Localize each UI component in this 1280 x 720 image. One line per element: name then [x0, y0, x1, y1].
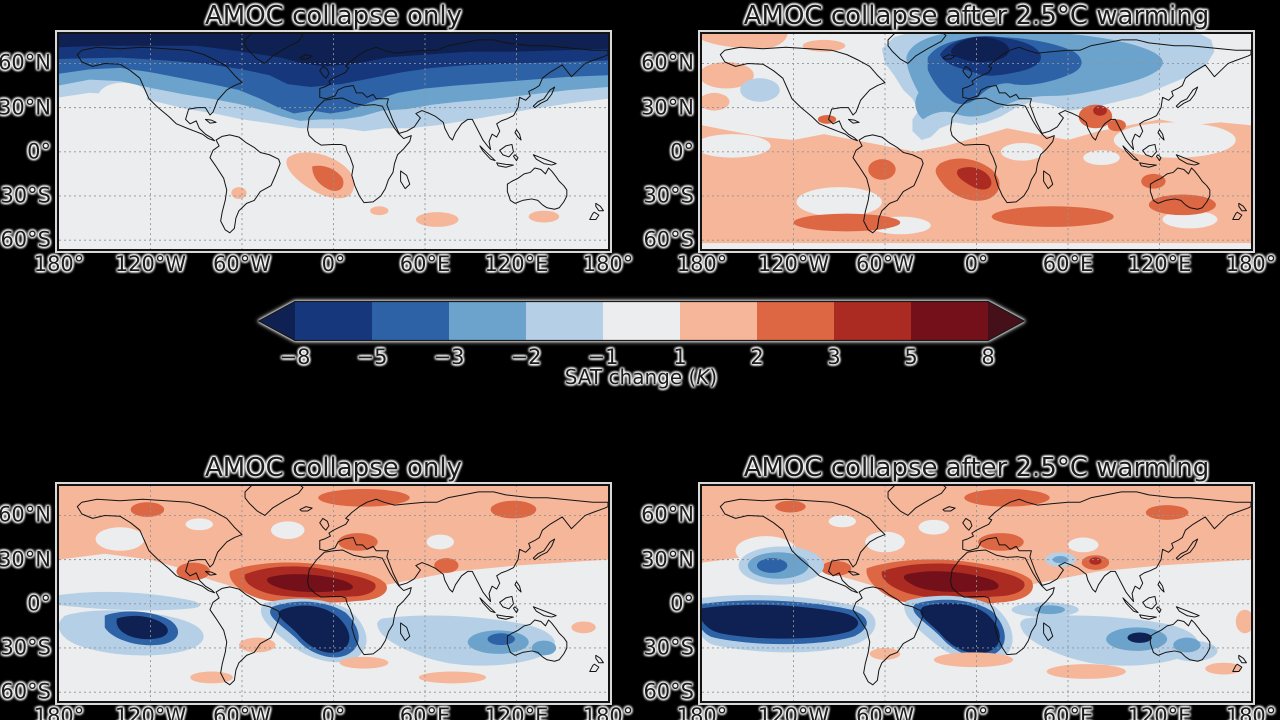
anomaly-map-sat-collapse-after-warming	[702, 34, 1251, 249]
colorbar-tick-label: 3	[827, 345, 841, 369]
y-tick-label: 60°N	[641, 502, 694, 527]
x-tick-label: 60°E	[399, 704, 451, 720]
x-tick-label: 60°W	[212, 252, 271, 276]
colorbar-tick-label: −5	[356, 345, 388, 369]
x-tick-label: 60°E	[1042, 252, 1094, 276]
x-tick-label: 120°W	[114, 704, 187, 720]
x-tick-label: 180°	[582, 704, 634, 720]
y-tick-label: 30°S	[0, 183, 51, 208]
anomaly-field	[702, 486, 1251, 679]
x-tick-label: 120°E	[1127, 252, 1192, 276]
x-tick-label: 0°	[321, 252, 346, 276]
panel-sat-collapse-after-warming: AMOC collapse after 2.5°C warming	[641, 1, 1276, 275]
x-tick-label: 60°E	[1042, 704, 1094, 720]
map-plot-area: 60°N 30°N 0° 30°S 60°S 180° 120°W 60°W 0° 60°E 12…	[641, 484, 1276, 720]
x-tick-label: 120°W	[757, 252, 830, 276]
x-tick-label: 180°	[33, 252, 85, 276]
anomaly-map-sat-collapse-only	[59, 34, 608, 249]
x-tick-label: 180°	[1225, 252, 1277, 276]
colorbar-tick-label: −2	[510, 345, 542, 369]
y-tick-label: 60°N	[641, 50, 694, 75]
colorbar-tick-label: 8	[981, 345, 995, 369]
y-tick-label: 30°N	[0, 95, 51, 120]
colorbar-axis-label: SAT change (K)	[564, 365, 718, 389]
y-tick-label: 60°S	[0, 679, 51, 704]
colorbar-tick-label: 1	[673, 345, 687, 369]
x-tick-label: 60°W	[855, 704, 914, 720]
y-tick-label: 30°S	[0, 635, 51, 660]
panel-title: AMOC collapse after 2.5°C warming	[743, 1, 1210, 31]
y-tick-label: 0°	[27, 139, 51, 164]
panel-title: AMOC collapse after 2.5°C warming	[743, 453, 1210, 483]
anomaly-field	[702, 34, 1251, 244]
anomaly-map-lower-collapse-only	[59, 486, 608, 701]
y-tick-label: 30°N	[0, 547, 51, 572]
x-tick-label: 120°E	[484, 252, 549, 276]
x-tick-label: 180°	[1225, 704, 1277, 720]
x-tick-label: 0°	[964, 252, 989, 276]
x-tick-label: 0°	[964, 704, 989, 720]
x-tick-label: 120°E	[484, 704, 549, 720]
x-tick-label: 180°	[33, 704, 85, 720]
y-tick-label: 60°N	[0, 502, 51, 527]
y-tick-label: 30°S	[643, 635, 694, 660]
panel-title: AMOC collapse only	[205, 453, 462, 483]
x-tick-label: 180°	[676, 252, 728, 276]
colorbar-tick-label: 2	[750, 345, 764, 369]
x-tick-label: 60°W	[855, 252, 914, 276]
y-tick-label: 60°S	[643, 679, 694, 704]
x-tick-label: 60°E	[399, 252, 451, 276]
x-tick-label: 180°	[676, 704, 728, 720]
x-tick-label: 120°E	[1127, 704, 1192, 720]
colorbar-gradient	[257, 300, 1026, 342]
colorbar: −8 −5 −3 −2 −1 1 2 3 5 8	[257, 300, 1026, 368]
panel-sat-collapse-only: AMOC collapse only	[0, 1, 633, 275]
y-tick-label: 30°N	[641, 547, 694, 572]
panel-lower-collapse-after-warming: AMOC collapse after 2.5°C warming	[641, 453, 1276, 720]
y-tick-label: 0°	[27, 591, 51, 616]
x-tick-label: 120°W	[757, 704, 830, 720]
panel-lower-collapse-only: AMOC collapse only	[0, 453, 633, 720]
colorbar-tick-label: −8	[279, 345, 311, 369]
panel-title: AMOC collapse only	[205, 1, 462, 31]
x-tick-label: 180°	[582, 252, 634, 276]
map-plot-area: 60°N 30°N 0° 30°S 60°S 180° 120°W 60°W 0° 60°E 12…	[641, 32, 1276, 275]
colorbar-tick-label: 5	[904, 345, 918, 369]
y-tick-label: 0°	[670, 591, 694, 616]
y-tick-label: 30°N	[641, 95, 694, 120]
x-tick-label: 0°	[321, 704, 346, 720]
y-tick-label: 60°S	[0, 227, 51, 252]
y-tick-label: 60°S	[643, 227, 694, 252]
x-tick-label: 60°W	[212, 704, 271, 720]
colorbar-tick-label: −1	[587, 345, 619, 369]
y-tick-label: 30°S	[643, 183, 694, 208]
y-tick-label: 60°N	[0, 50, 51, 75]
x-tick-label: 120°W	[114, 252, 187, 276]
anomaly-field	[59, 34, 608, 227]
map-plot-area: 60°N 30°N 0° 30°S 60°S 180° 120°W 60°W 0° 60°E 12…	[0, 32, 633, 275]
y-tick-label: 0°	[670, 139, 694, 164]
map-plot-area: 60°N 30°N 0° 30°S 60°S 180° 120°W 60°W 0° 60°E 12…	[0, 484, 633, 720]
anomaly-map-lower-collapse-after-warming	[702, 486, 1251, 701]
colorbar-tick-label: −3	[433, 345, 465, 369]
